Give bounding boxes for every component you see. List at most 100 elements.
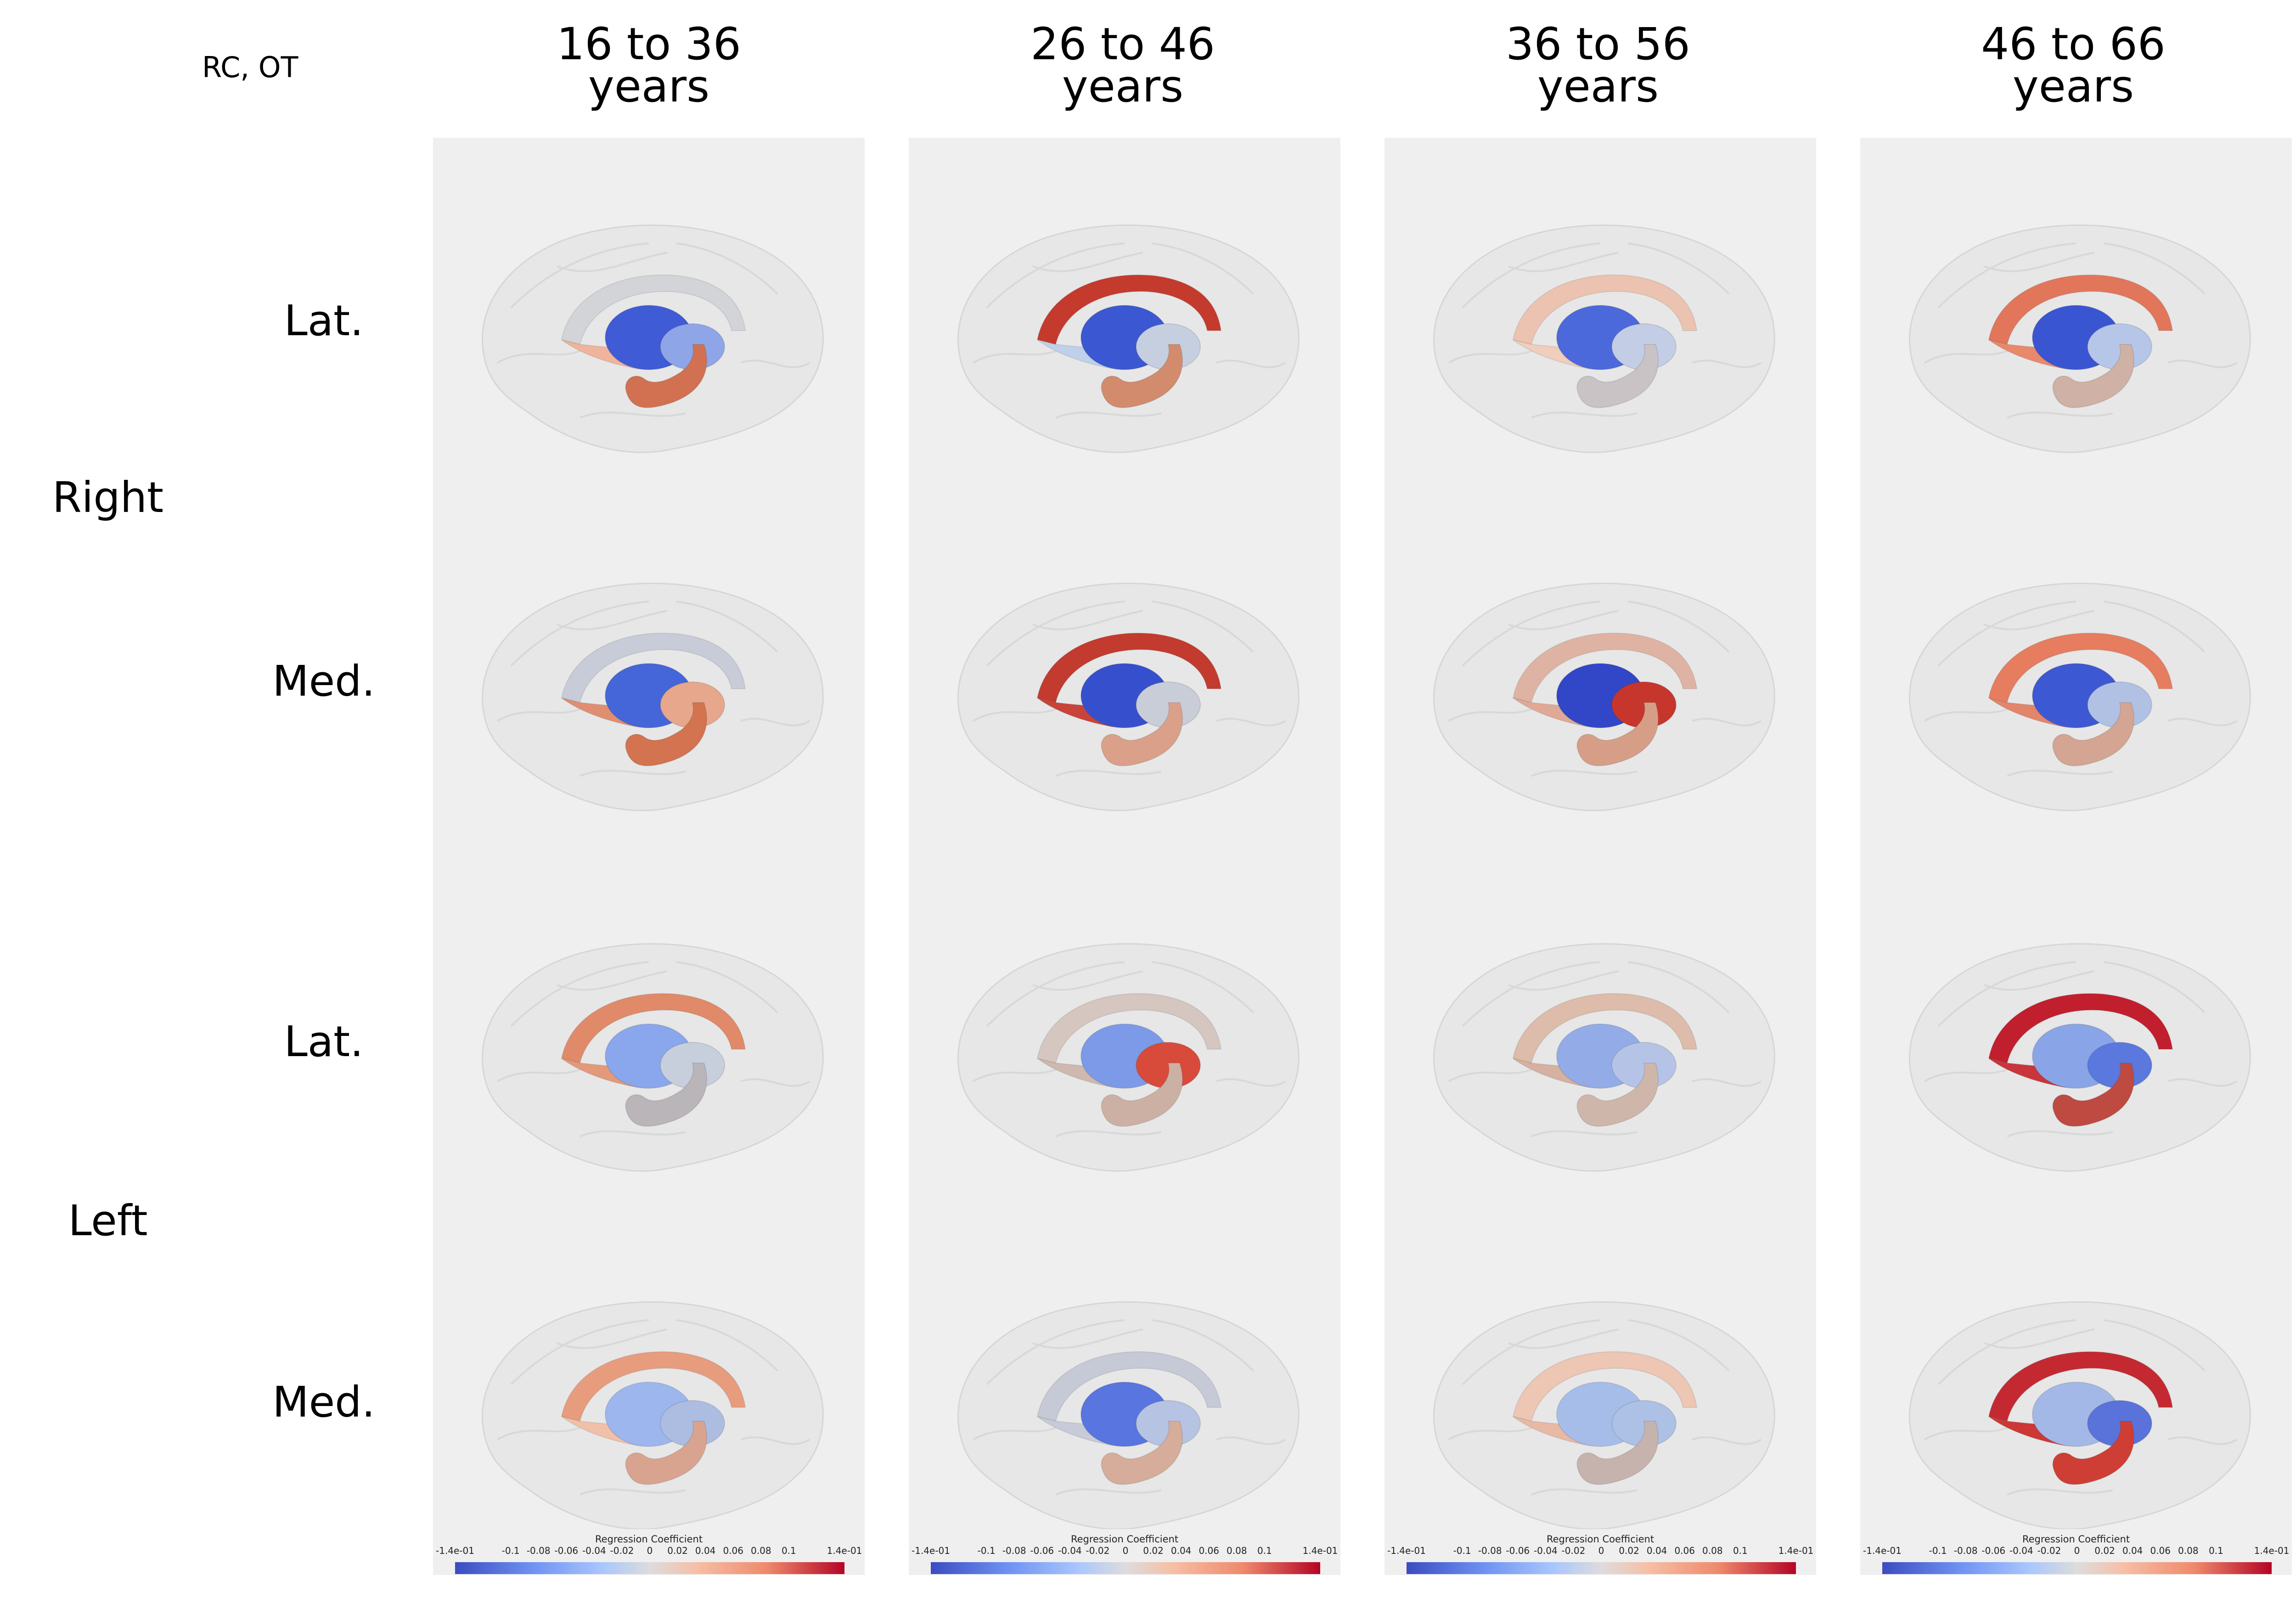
colorbar-tick-label: 0.08 [2178,1545,2199,1556]
view-label-row-1: Lat. [284,296,364,345]
brain-gyri [1448,1319,1762,1496]
column-title-line2: years [2012,61,2134,112]
colorbar-tick-label: 0.06 [1199,1545,1219,1556]
brain-view [1908,943,2251,1172]
colorbar-tick-label: -0.02 [1561,1545,1586,1556]
colorbar-tick-label: -0.06 [554,1545,579,1556]
column-title-line2: years [1062,61,1184,112]
colorbar-tick-label: 0.06 [2150,1545,2171,1556]
colorbar-tick-label: 0.08 [751,1545,771,1556]
colorbar-tick-label: -0.1 [501,1545,520,1556]
colorbar-tick-label: 0.04 [1171,1545,1192,1556]
colorbar-tick-label: -0.04 [1058,1545,1082,1556]
arc-structure [1988,274,2173,345]
brain-view [481,582,824,811]
colorbar-tick-label: -0.08 [1002,1545,1026,1556]
colorbar-tick-label: 0.06 [723,1545,743,1556]
colorbar-tick-label: 0.02 [667,1545,688,1556]
colorbar-tick-label: -0.04 [582,1545,606,1556]
colorbar-tick-label: -0.02 [2037,1545,2061,1556]
tail-structure [2052,1421,2135,1485]
brain-renderings [957,224,1300,1529]
colorbar-tick-label: 0.02 [2094,1545,2115,1556]
tail-structure [1101,1421,1183,1485]
view-label-row-2: Med. [272,657,375,706]
colorbar-tick-label: -0.02 [610,1545,634,1556]
colorbar-tick-label: 1.4e-01 [827,1545,862,1556]
tail-structure [625,344,708,408]
tail-structure [1101,702,1183,766]
colorbar-tick-label: -1.4e-01 [912,1545,950,1556]
brain-renderings [1433,224,1775,1529]
colorbar-title: Regression Coefficient [2022,1534,2130,1545]
arc-structure [1988,632,2173,703]
colorbar-tick-label: 0.06 [1674,1545,1695,1556]
colorbar-tick-label: 0.04 [1646,1545,1667,1556]
arc-structure [1512,993,1698,1064]
tail-structure [2052,344,2135,408]
brain-gyri [973,242,1286,419]
colorbar-tick-label: 0.1 [781,1545,796,1556]
arc-structure [1988,993,2173,1064]
arc-structure [1036,993,1222,1064]
brain-view [957,1301,1300,1529]
arc-structure [561,993,746,1064]
brain-view [1908,224,2251,453]
arc-structure [1036,274,1222,345]
tail-structure [1576,1421,1659,1485]
colorbar-tick-label: -1.4e-01 [436,1545,474,1556]
arc-structure [1512,1351,1698,1422]
arc-structure [561,274,746,345]
brain-renderings [481,224,824,1529]
colorbar-gradient [455,1562,844,1574]
brain-view [1908,1301,2251,1529]
brain-view [481,943,824,1172]
brain-gyri [973,601,1286,777]
view-label-row-4: Med. [272,1378,375,1427]
brain-view [957,943,1300,1172]
colorbar-tick-label: 0 [2074,1545,2080,1556]
tail-structure [2052,702,2135,766]
brain-view [1433,582,1775,811]
brain-view [957,224,1300,453]
colorbar-tick-label: 0.04 [2122,1545,2143,1556]
brain-gyri [1448,242,1762,419]
colorbar-tick-label: 1.4e-01 [2254,1545,2290,1556]
arc-structure [1036,1351,1222,1422]
colorbar-tick-label: 0.08 [1702,1545,1723,1556]
colorbar-tick-label: -0.06 [1506,1545,1530,1556]
tail-structure [2052,1063,2135,1127]
colorbar-tick-label: 0.02 [1619,1545,1639,1556]
tail-structure [1101,344,1183,408]
arc-structure [561,1351,746,1422]
colorbar-tick-label: -0.1 [1929,1545,1947,1556]
colorbar-tick-label: -0.08 [526,1545,551,1556]
colorbar-tick-label: 0.08 [1227,1545,1247,1556]
brain-gyri [497,1319,810,1496]
colorbar-tick-label: -1.4e-01 [1387,1545,1426,1556]
colorbar-tick-label: 0.1 [1733,1545,1748,1556]
tail-structure [1576,344,1659,408]
colorbar-tick-label: 1.4e-01 [1778,1545,1814,1556]
brain-view [1433,943,1775,1172]
arc-structure [1512,632,1698,703]
brain-view [1908,582,2251,811]
colorbar-tick-label: -0.02 [1086,1545,1110,1556]
arc-structure [1036,632,1222,703]
column-title-1: 16 to 36 years [433,18,865,108]
tail-structure [1576,702,1659,766]
colorbar-tick-label: 0 [647,1545,653,1556]
column-title-line1: 16 to 36 [557,18,741,70]
brain-gyri [973,1319,1286,1496]
age-panel-26-46: Regression Coefficient -1.4e-01 -0.1 -0.08… [909,138,1340,1575]
brain-gyri [497,961,810,1137]
view-label-row-3: Lat. [284,1017,364,1066]
column-title-2: 26 to 46 years [907,22,1339,112]
brain-gyri [497,601,810,777]
colorbar-tick-label: -0.08 [1478,1545,1502,1556]
brain-gyri [1924,601,2238,777]
brain-view [1433,224,1775,453]
corner-label: RC, OT [202,51,298,84]
brain-view [1433,1301,1775,1529]
hemisphere-label-right: Right [52,473,164,522]
